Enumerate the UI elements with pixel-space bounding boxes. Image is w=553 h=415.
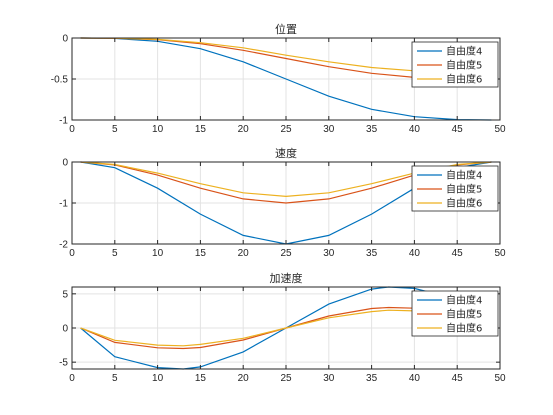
x-tick-label: 0 bbox=[69, 124, 75, 135]
x-tick-label: 0 bbox=[69, 373, 75, 384]
x-tick-label: 35 bbox=[366, 373, 378, 384]
x-tick-label: 15 bbox=[195, 248, 207, 259]
x-tick-label: 50 bbox=[494, 248, 506, 259]
x-tick-label: 25 bbox=[280, 373, 292, 384]
x-tick-label: 10 bbox=[152, 124, 164, 135]
x-tick-label: 30 bbox=[323, 124, 335, 135]
x-tick-label: 15 bbox=[195, 124, 207, 135]
y-tick-label: -5 bbox=[59, 358, 68, 369]
y-tick-label: 0 bbox=[62, 34, 68, 45]
x-tick-label: 20 bbox=[238, 248, 250, 259]
x-tick-label: 35 bbox=[366, 124, 378, 135]
legend-label: 自由度5 bbox=[446, 59, 482, 72]
x-tick-label: 5 bbox=[112, 124, 118, 135]
x-tick-label: 5 bbox=[112, 373, 118, 384]
x-tick-label: 25 bbox=[280, 248, 292, 259]
y-tick-label: 0 bbox=[62, 158, 68, 169]
x-tick-label: 50 bbox=[494, 124, 506, 135]
x-tick-label: 25 bbox=[280, 124, 292, 135]
x-tick-label: 45 bbox=[452, 124, 464, 135]
legend-label: 自由度4 bbox=[446, 169, 482, 182]
subplot-title: 速度 bbox=[275, 146, 297, 160]
legend-label: 自由度6 bbox=[446, 197, 482, 210]
subplot-1: 0 5 10 15 20 25 30 35 40 45 50 -1 -0.5 0 位置自由度4自由度5自由度… bbox=[51, 22, 506, 135]
x-tick-label: 10 bbox=[152, 248, 164, 259]
x-tick-label: 20 bbox=[238, 124, 250, 135]
legend-label: 自由度4 bbox=[446, 45, 482, 58]
y-tick-label: -0.5 bbox=[51, 75, 69, 86]
y-tick-label: -1 bbox=[59, 199, 68, 210]
x-tick-label: 5 bbox=[112, 248, 118, 259]
legend-label: 自由度5 bbox=[446, 308, 482, 321]
y-tick-label: -2 bbox=[59, 240, 68, 251]
y-tick-label: 5 bbox=[62, 289, 68, 300]
x-tick-label: 30 bbox=[323, 248, 335, 259]
series-line-4 bbox=[80, 37, 492, 121]
y-tick-label: -1 bbox=[59, 116, 68, 127]
x-tick-label: 10 bbox=[152, 373, 164, 384]
x-tick-label: 45 bbox=[452, 248, 464, 259]
legend-label: 自由度6 bbox=[446, 73, 482, 86]
y-tick-label: 0 bbox=[62, 324, 68, 335]
x-tick-label: 20 bbox=[238, 373, 250, 384]
x-tick-label: 0 bbox=[69, 248, 75, 259]
legend-label: 自由度6 bbox=[446, 322, 482, 335]
x-tick-label: 50 bbox=[494, 373, 506, 384]
x-tick-label: 40 bbox=[409, 373, 421, 384]
x-tick-label: 35 bbox=[366, 248, 378, 259]
subplot-title: 位置 bbox=[275, 22, 297, 36]
legend-label: 自由度4 bbox=[446, 294, 482, 307]
subplot-title: 加速度 bbox=[270, 271, 303, 285]
x-tick-label: 45 bbox=[452, 373, 464, 384]
x-tick-label: 30 bbox=[323, 373, 335, 384]
x-tick-label: 40 bbox=[409, 248, 421, 259]
x-tick-label: 15 bbox=[195, 373, 207, 384]
x-tick-label: 40 bbox=[409, 124, 421, 135]
legend-label: 自由度5 bbox=[446, 183, 482, 196]
